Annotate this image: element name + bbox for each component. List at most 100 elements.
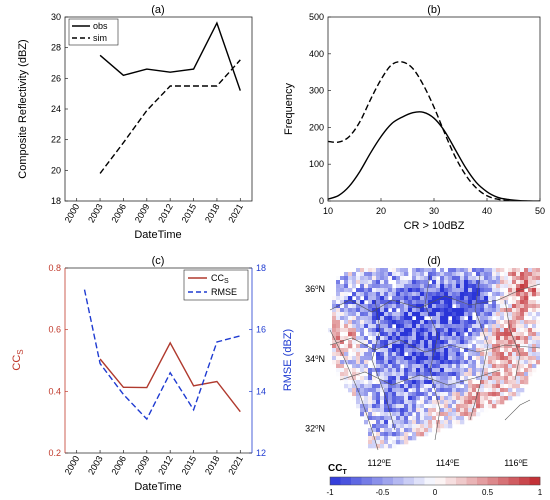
map-cell [480,304,485,309]
map-cell [492,344,497,349]
map-cell [400,308,405,313]
map-cell [440,404,445,409]
map-cell [388,340,393,345]
map-cell [420,316,425,321]
map-cell [420,284,425,289]
map-cell [344,368,349,373]
map-cell [344,340,349,345]
map-cell [524,336,529,341]
map-cell [432,356,437,361]
map-cell [468,284,473,289]
map-cell [436,396,441,401]
map-cell [448,408,453,413]
map-cell [404,316,409,321]
map-cell [340,372,345,377]
map-cell [372,404,377,409]
map-cell [500,320,505,325]
map-cell [416,336,421,341]
map-cell [484,320,489,325]
map-cell [376,304,381,309]
map-cell [388,328,393,333]
map-cell [460,372,465,377]
map-ytick-label: 32oN [305,424,325,434]
map-cell [396,392,401,397]
map-cell [528,320,533,325]
map-cell [516,336,521,341]
map-cell [512,360,517,365]
map-cell [400,372,405,377]
map-cell [352,272,357,277]
map-cell [368,300,373,305]
map-cell [484,340,489,345]
map-cell [460,288,465,293]
map-cell [392,420,397,425]
map-cell [488,288,493,293]
map-cell [428,348,433,353]
map-cell [524,360,529,365]
map-cell [356,348,361,353]
map-cell [448,308,453,313]
map-cell [368,324,373,329]
colorbar-label-main: CC [328,463,342,474]
map-cell [424,320,429,325]
map-cell [476,364,481,369]
map-cell [508,308,513,313]
map-cell [520,360,525,365]
map-cell [472,328,477,333]
map-cell [532,336,537,341]
legend-sim-label: sim [93,33,107,43]
map-cell [532,364,537,369]
map-cell [504,276,509,281]
map-ytick-label: 34oN [305,354,325,364]
map-cell [496,372,501,377]
map-cell [416,308,421,313]
map-cell [416,288,421,293]
map-cell [404,268,409,273]
map-cell [400,440,405,445]
map-cell [488,324,493,329]
map-cell [444,420,449,425]
map-cell [408,312,413,317]
b-xtick-label: 30 [429,206,439,216]
map-cell [532,272,537,277]
hemisphere-letter: N [319,424,326,434]
map-cell [396,348,401,353]
map-cell [508,268,513,273]
map-cell [412,328,417,333]
map-cell [408,340,413,345]
map-cell [444,372,449,377]
map-cell [428,404,433,409]
c-series-CC-line [99,341,241,413]
map-cell [520,352,525,357]
map-cell [492,336,497,341]
colorbar-ticks: -1 -0.5 0 0.5 1 [326,488,542,497]
map-cell [360,360,365,365]
map-cell [428,356,433,361]
map-cell [372,328,377,333]
map-cell [500,336,505,341]
map-cell [512,380,517,385]
map-cell [476,352,481,357]
map-cell [400,348,405,353]
map-cell [536,320,540,325]
a-xtick-label: 2009 [133,202,152,224]
map-cell [396,408,401,413]
map-cell [344,288,349,293]
map-cell [480,288,485,293]
map-cell [388,292,393,297]
map-cell [500,292,505,297]
map-cell [476,412,481,417]
map-cell [384,308,389,313]
map-cell [436,344,441,349]
map-cell [516,356,521,361]
map-cell [348,360,353,365]
map-cell [476,340,481,345]
map-cell [456,352,461,357]
map-cell [352,336,357,341]
map-cell [460,376,465,381]
c-right-ytick-label: 14 [256,386,266,396]
map-cell [392,280,397,285]
map-cell [460,368,465,373]
map-cell [496,296,501,301]
map-cell [496,368,501,373]
